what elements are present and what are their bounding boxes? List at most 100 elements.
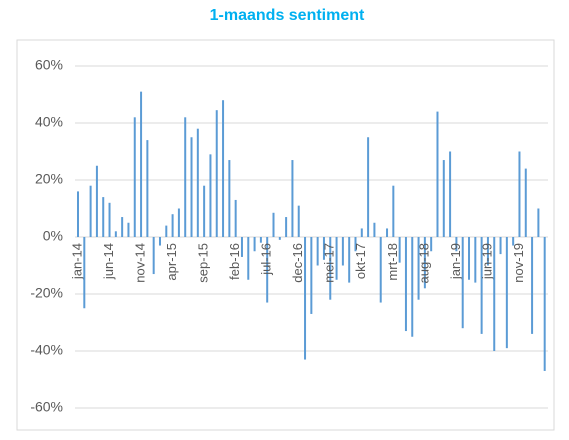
bar [543,237,546,371]
x-tick-label: okt-17 [353,243,368,279]
bar [165,225,168,237]
bar [140,91,143,238]
bar [278,237,281,240]
bar [304,237,307,360]
bar [152,237,155,275]
bar [354,237,357,252]
bar [83,237,86,309]
bar [505,237,508,349]
bar [240,237,243,257]
y-tick-label: 60% [35,57,63,73]
bar [203,185,206,237]
bar [411,237,414,337]
bar [215,110,218,237]
plot-frame [16,39,555,431]
bar [190,137,193,237]
y-tick-label: 40% [35,114,63,130]
x-tick-label: aug-18 [416,243,431,283]
bar [259,237,262,243]
bar [335,237,338,280]
bar [102,197,105,237]
bar [121,217,124,237]
bar [108,202,111,237]
bar [291,160,294,237]
bar [486,237,489,266]
bar [228,160,231,237]
x-tick-label: feb-16 [227,243,242,280]
bar [133,117,136,237]
bar [146,140,149,237]
bar [373,222,376,237]
bar [404,237,407,332]
bar [474,237,477,283]
bar [468,237,471,280]
x-tick-label: nov-19 [511,243,526,283]
bar [209,154,212,237]
bar [234,199,237,237]
chart-title: 1-maands sentiment [210,7,365,24]
bar [442,160,445,237]
bar [329,237,332,300]
bar [77,191,79,237]
x-tick-label: nov-14 [133,243,148,283]
bar [222,100,225,237]
bar [449,151,452,237]
bar [386,228,389,237]
bar [537,208,540,237]
bar [493,237,496,351]
y-tick-label: 0% [43,228,63,244]
bar [398,237,401,263]
bar [430,237,433,252]
bar [461,237,464,329]
x-tick-label: jan-14 [69,243,84,280]
x-tick-label: mei-17 [322,243,337,283]
bar [171,214,174,237]
x-tick-label: jun-14 [101,243,116,280]
x-tick-label: apr-15 [164,243,179,281]
bar [272,212,275,237]
bar [322,237,325,260]
bar [531,237,534,334]
x-tick-label: jun-19 [479,243,494,280]
bar [297,205,300,237]
y-tick-label: -60% [30,399,63,415]
bar [379,237,382,303]
bar [341,237,344,266]
bar [455,237,458,252]
bar [196,128,199,237]
bar [285,217,288,237]
bar [348,237,351,283]
bar [367,137,370,237]
x-tick-label: jul-16 [259,243,274,276]
bar [512,237,515,246]
bar [127,222,130,237]
bar [89,185,92,237]
y-tick-label: -40% [30,342,63,358]
bar [310,237,313,314]
bar [316,237,319,266]
x-tick-label: sep-15 [196,243,211,283]
bar [114,231,117,237]
bar [266,237,269,303]
y-tick-label: -20% [30,285,63,301]
bar [423,237,426,289]
bar [158,237,161,246]
x-tick-label: jan-19 [448,243,463,280]
bar [360,228,363,237]
bar [480,237,483,334]
bar [392,185,395,237]
bar [184,117,187,237]
bar [518,151,521,237]
bar [499,237,502,255]
bar [524,168,527,237]
bar [436,111,439,237]
bar [253,237,256,252]
x-tick-label: dec-16 [290,243,305,283]
x-tick-label: mrt-18 [385,243,400,281]
bar [95,165,98,237]
bar [417,237,420,300]
bar [247,237,250,280]
y-tick-label: 20% [35,171,63,187]
